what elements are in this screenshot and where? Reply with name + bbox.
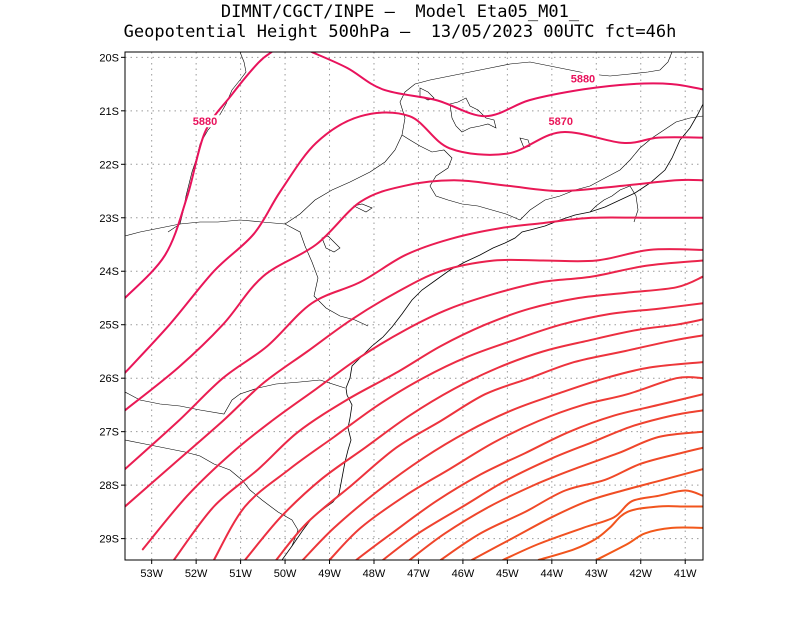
lat-tick-label: 21S bbox=[99, 106, 119, 118]
contour-line-5820 bbox=[172, 275, 703, 560]
state-border bbox=[125, 439, 299, 547]
lat-tick-label: 22S bbox=[99, 159, 119, 171]
lat-tick-label: 20S bbox=[99, 52, 119, 64]
contour-labels: 5880 5880 5870 bbox=[189, 72, 599, 128]
lon-tick-label: 47W bbox=[407, 568, 430, 580]
state-border bbox=[125, 219, 369, 327]
lon-tick-label: 48W bbox=[363, 568, 386, 580]
lon-tick-label: 46W bbox=[452, 568, 475, 580]
lon-tick-label: 52W bbox=[185, 568, 208, 580]
contour-line-5740 bbox=[408, 430, 703, 560]
contour-label-5880: 5880 bbox=[571, 73, 595, 85]
contour-line-5720 bbox=[470, 468, 703, 560]
title-line-1: DIMNT/CGCT/INPE – Model Eta05_M01_ bbox=[220, 2, 580, 22]
state-border bbox=[125, 379, 346, 415]
contour-line-5770 bbox=[328, 376, 703, 560]
lon-tick-label: 45W bbox=[496, 568, 519, 580]
lon-tick-label: 44W bbox=[541, 568, 564, 580]
lat-tick-label: 28S bbox=[99, 480, 119, 492]
reservoir bbox=[321, 235, 341, 253]
contour-line-5880 bbox=[125, 52, 273, 299]
state-border bbox=[519, 115, 703, 221]
lat-tick-label: 25S bbox=[99, 320, 119, 332]
reservoir bbox=[519, 137, 531, 149]
lat-tick-label: 23S bbox=[99, 213, 119, 225]
lat-tick-label: 27S bbox=[99, 427, 119, 439]
title-line-2: Geopotential Height 500hPa – 13/05/2023 … bbox=[123, 22, 677, 42]
contour-label-bg bbox=[189, 115, 222, 128]
lon-tick-label: 49W bbox=[318, 568, 341, 580]
reservoir bbox=[449, 97, 497, 133]
contour-line-5790 bbox=[275, 334, 703, 560]
lat-tick-label: 29S bbox=[99, 534, 119, 546]
contour-lines bbox=[125, 52, 703, 560]
contour-line-5850 bbox=[125, 216, 703, 471]
contour-line-5830 bbox=[141, 259, 703, 551]
state-border bbox=[401, 134, 521, 221]
state-border bbox=[589, 185, 639, 223]
contour-label-bg bbox=[544, 115, 577, 128]
plot-frame bbox=[124, 51, 704, 561]
contour-line-5840 bbox=[125, 248, 703, 508]
axis-ticks: 20S 21S 22S 23S 24S 25S 26S 27S 28S 29S 53W 52W 51W 5… bbox=[99, 52, 697, 580]
coastline bbox=[281, 103, 703, 560]
contour-line-5780 bbox=[301, 361, 703, 560]
state-border bbox=[284, 52, 673, 225]
lat-tick-label: 24S bbox=[99, 266, 119, 278]
lon-tick-label: 42W bbox=[629, 568, 652, 580]
lat-tick-label: 26S bbox=[99, 373, 119, 385]
lon-tick-label: 53W bbox=[140, 568, 163, 580]
reservoir bbox=[353, 203, 373, 213]
lon-tick-label: 50W bbox=[274, 568, 297, 580]
contour-line-5690 bbox=[595, 526, 703, 560]
contour-line-5860 bbox=[125, 178, 703, 412]
contour-line-5870 bbox=[125, 111, 703, 374]
title-block: DIMNT/CGCT/INPE – Model Eta05_M01_ Geopo… bbox=[0, 2, 800, 42]
lon-tick-label: 43W bbox=[585, 568, 608, 580]
contour-label-5880: 5880 bbox=[193, 116, 217, 128]
contour-line-5810 bbox=[212, 302, 703, 560]
contour-line-5880 bbox=[310, 52, 703, 118]
lon-tick-label: 41W bbox=[674, 568, 697, 580]
contour-line-5760 bbox=[355, 393, 703, 560]
contour-line-5700 bbox=[537, 505, 703, 560]
state-border bbox=[167, 52, 247, 233]
contour-line-5710 bbox=[501, 489, 703, 560]
contour-line-5800 bbox=[244, 318, 703, 560]
contour-label-bg bbox=[566, 72, 599, 85]
lon-tick-label: 51W bbox=[229, 568, 252, 580]
contour-line-5730 bbox=[439, 446, 703, 560]
contour-line-5750 bbox=[381, 409, 703, 560]
contour-label-5870: 5870 bbox=[548, 116, 572, 128]
